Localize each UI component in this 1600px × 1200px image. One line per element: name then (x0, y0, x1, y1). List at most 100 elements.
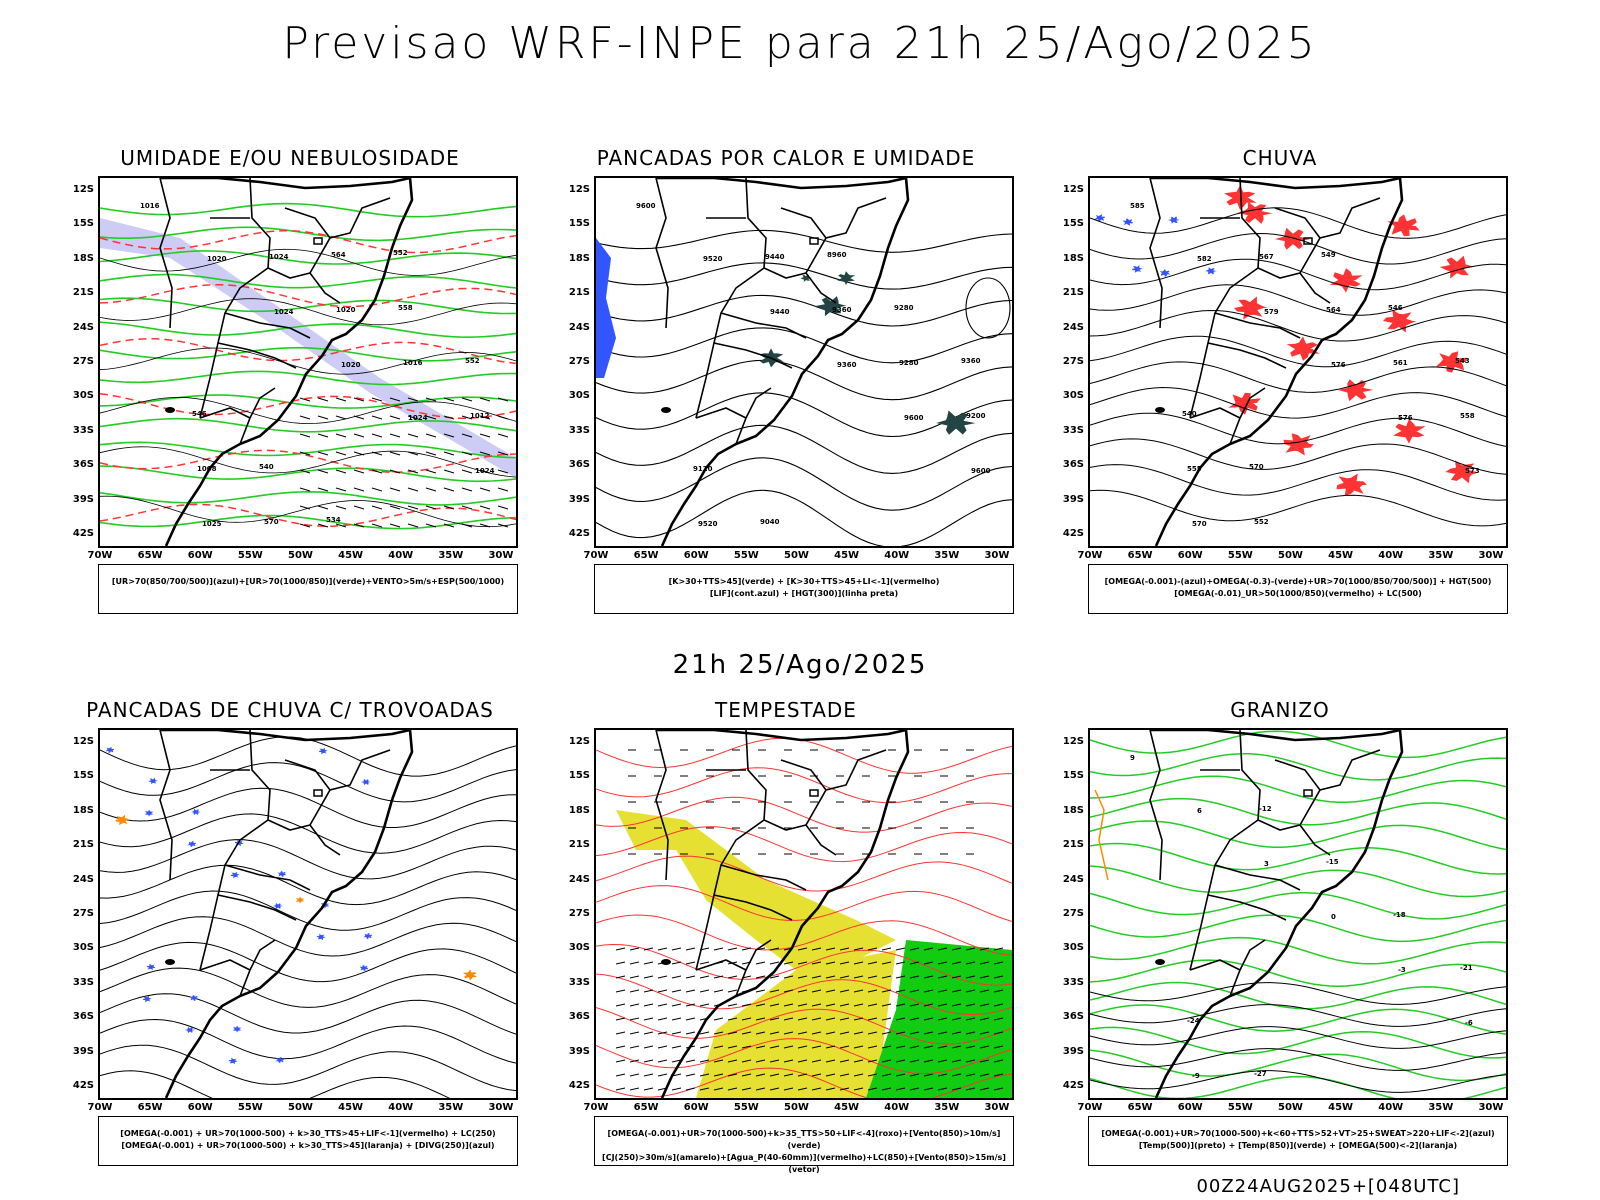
latitude-label: 21S (568, 287, 590, 299)
longitude-label: 65W (633, 550, 659, 561)
contour-label: 1020 (336, 306, 356, 314)
contour-label: 9200 (966, 412, 986, 420)
latitude-label: 33S (72, 976, 94, 988)
longitude-label: 35W (1428, 550, 1454, 561)
map-canvas (596, 730, 1012, 1098)
panel-pancadas-trovoadas: PANCADAS DE CHUVA C/ TROVOADAS 12S 15S 18S 2… (60, 698, 520, 1166)
contour-label: -9 (1192, 1072, 1200, 1080)
latitude-label: 24S (1062, 321, 1084, 333)
legend-line: [OMEGA(-0.001) + UR>70(1000-500) + k>30_… (121, 1141, 495, 1150)
longitude-label: 70W (583, 550, 609, 561)
contour-label: 549 (1321, 251, 1336, 259)
longitude-label: 50W (1277, 550, 1303, 561)
latitude-label: 21S (72, 839, 94, 851)
contour-label: 1024 (408, 414, 428, 422)
contour-label: 540 (259, 463, 274, 471)
panel-title: CHUVA (1242, 146, 1318, 170)
panel-granizo: GRANIZO 12S 15S 18S 21S 24S 27S 30S 33S 36S 39S 42S… (1050, 698, 1510, 1166)
longitude-label: 35W (1428, 1102, 1454, 1113)
latitude-label: 27S (568, 355, 590, 367)
panel-legend: [OMEGA(-0.001)-(azul)+OMEGA(-0.3)-(verde… (1088, 564, 1508, 614)
contour-label: -15 (1326, 858, 1339, 866)
latitude-label: 30S (1062, 390, 1084, 402)
latitude-label: 30S (568, 942, 590, 954)
latitude-label: 18S (72, 804, 94, 816)
longitude-label: 60W (683, 550, 709, 561)
contour-label: -12 (1259, 805, 1272, 813)
latitude-label: 24S (72, 321, 94, 333)
contour-label: 540 (1182, 410, 1197, 418)
longitude-label: 30W (1478, 550, 1504, 561)
latitude-label: 24S (568, 873, 590, 885)
longitude-label: 60W (683, 1102, 709, 1113)
latitude-label: 36S (72, 459, 94, 471)
main-title: Previsao WRF-INPE para 21h 25/Ago/2025 (282, 18, 1318, 69)
latitude-label: 33S (1062, 976, 1084, 988)
latitude-label: 39S (1062, 1045, 1084, 1057)
longitude-label: 70W (87, 1102, 113, 1113)
latitude-label: 30S (72, 390, 94, 402)
latitude-label: 12S (72, 184, 94, 195)
latitude-label: 15S (1062, 770, 1084, 782)
contour-label: 1012 (470, 412, 490, 420)
contour-label: 573 (1465, 467, 1480, 475)
panel-title: TEMPESTADE (715, 698, 857, 722)
contour-label: 543 (1455, 357, 1470, 365)
longitude-label: 55W (237, 550, 263, 561)
contour-label: 579 (1264, 308, 1279, 316)
longitude-label: 70W (1077, 1102, 1103, 1113)
legend-line: [CJ(250)>30m/s](amarelo)+[Agua_P(40-60mm… (602, 1153, 1006, 1174)
latitude-label: 12S (568, 736, 590, 747)
longitude-label: 55W (1227, 1102, 1253, 1113)
latitude-label: 39S (568, 1045, 590, 1057)
latitude-label: 27S (568, 907, 590, 919)
latitude-label: 33S (568, 976, 590, 988)
map-canvas: 585 582 579 576 576 573 570 567 564 561 558 555 552 5… (1090, 178, 1506, 546)
legend-line: [K>30+TTS>45](verde) + [K>30+TTS>45+LI<-… (668, 577, 940, 586)
longitude-label: 30W (488, 550, 514, 561)
contour-label: 585 (1130, 202, 1145, 210)
longitude-label: 70W (583, 1102, 609, 1113)
longitude-label: 40W (1378, 550, 1404, 561)
panel-tempestade: TEMPESTADE 12S 15S 18S 21S 24S 27S 30S 33S 36S 39S… (556, 698, 1016, 1174)
forecast-map: 9600 9520 9440 9360 9600 9600 9520 9440 9360 9280… (594, 176, 1014, 548)
run-timestamp: 00Z24AUG2025+[048UTC] (1196, 1176, 1460, 1197)
contour-label: 582 (1197, 255, 1212, 263)
map-canvas: 9600 9520 9440 9360 9600 9600 9520 9440 9360 9280… (596, 178, 1012, 546)
contour-label: 576 (1331, 361, 1346, 369)
contour-label: 561 (1393, 359, 1408, 367)
longitude-label: 45W (834, 1102, 860, 1113)
contour-label: -21 (1460, 964, 1473, 972)
latitude-label: 33S (568, 424, 590, 436)
contour-label: 9440 (770, 308, 790, 316)
latitude-label: 42S (1062, 1079, 1084, 1091)
latitude-label: 42S (72, 527, 94, 539)
longitude-label: 65W (137, 550, 163, 561)
contour-label: 9040 (760, 518, 780, 526)
contour-label: 552 (465, 357, 480, 365)
legend-line: [OMEGA(-0.001)-(azul)+OMEGA(-0.3)-(verde… (1104, 577, 1492, 586)
contour-label: -24 (1187, 1017, 1200, 1025)
contour-label: 570 (1192, 520, 1207, 528)
contour-label: 534 (326, 516, 341, 524)
longitude-label: 40W (884, 1102, 910, 1113)
longitude-label: 70W (1077, 550, 1103, 561)
contour-label: 9360 (832, 306, 852, 314)
panel-umidade: UMIDADE E/OU NEBULOSIDADE 12S 15S 18S 21S 24S… (60, 146, 520, 614)
contour-label: 0 (1331, 913, 1336, 921)
longitude-label: 50W (287, 1102, 313, 1113)
longitude-label: 35W (934, 550, 960, 561)
longitude-label: 70W (87, 550, 113, 561)
contour-label: 546 (192, 410, 207, 418)
contour-label: 1025 (202, 520, 222, 528)
contour-label: -27 (1254, 1070, 1267, 1078)
contour-label: 8960 (827, 251, 847, 259)
contour-label: 9360 (961, 357, 981, 365)
contour-label: 3 (1264, 860, 1269, 868)
longitude-label: 30W (984, 1102, 1010, 1113)
contour-label: 564 (1326, 306, 1341, 314)
latitude-label: 30S (568, 390, 590, 402)
forecast-map: 9 6 3 0 -3 -6 -9 -12 -15 -18 -21 -24 -27 (1088, 728, 1508, 1100)
panel-legend: [UR>70(850/700/500)](azul)+[UR>70(1000/8… (98, 564, 518, 614)
forecast-map (98, 728, 518, 1100)
